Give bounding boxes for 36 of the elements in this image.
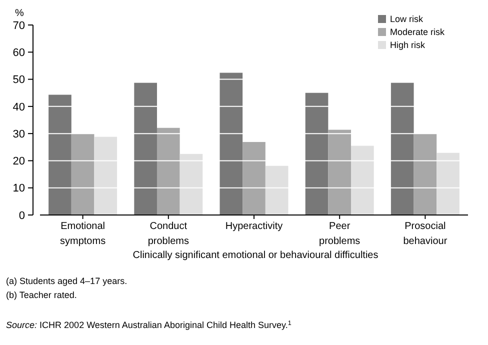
bar bbox=[134, 82, 157, 215]
y-tick-label: 10 bbox=[12, 182, 25, 195]
x-tick-label: Prosocial behaviour bbox=[403, 221, 448, 247]
legend-label: Low risk bbox=[390, 14, 424, 24]
text: (b) Teacher rated. bbox=[6, 290, 77, 300]
bar bbox=[414, 134, 437, 215]
x-axis-title: Clinically significant emotional or behavioural difficulties bbox=[132, 250, 378, 261]
bar bbox=[305, 92, 328, 215]
x-tick-label: Conduct problems bbox=[148, 221, 189, 247]
bar bbox=[351, 146, 374, 215]
bar bbox=[94, 136, 118, 215]
y-tick-label: 40 bbox=[12, 101, 25, 114]
bar bbox=[242, 142, 266, 215]
x-tick-label: Hyperactivity bbox=[225, 221, 283, 232]
bar bbox=[328, 130, 352, 215]
bar bbox=[436, 152, 460, 215]
bar bbox=[390, 82, 414, 215]
y-tick-label: 30 bbox=[12, 128, 25, 140]
y-tick-label: 60 bbox=[12, 46, 25, 59]
x-tick-label: Peer problems bbox=[319, 221, 360, 247]
y-tick-label: 20 bbox=[12, 156, 25, 168]
x-tick-label: Emotional symptoms bbox=[60, 221, 106, 247]
text: (a) Students aged 4–17 years. bbox=[6, 276, 128, 286]
bar bbox=[156, 128, 180, 215]
y-tick-label: 0 bbox=[18, 210, 25, 222]
legend-label: High risk bbox=[390, 40, 426, 50]
y-tick-label: 50 bbox=[12, 74, 25, 86]
y-tick-label: 70 bbox=[12, 20, 25, 32]
source-note: Source: ICHR 2002 Western Australian Aboriginal Child Health Survey.$^{1}$ bbox=[6, 320, 292, 330]
bar bbox=[220, 72, 243, 215]
bar bbox=[180, 154, 203, 215]
legend-label: Moderate risk bbox=[390, 27, 446, 38]
bar bbox=[71, 134, 94, 215]
y-axis-title: % bbox=[15, 8, 24, 19]
bar bbox=[265, 166, 288, 215]
bar bbox=[48, 94, 72, 215]
